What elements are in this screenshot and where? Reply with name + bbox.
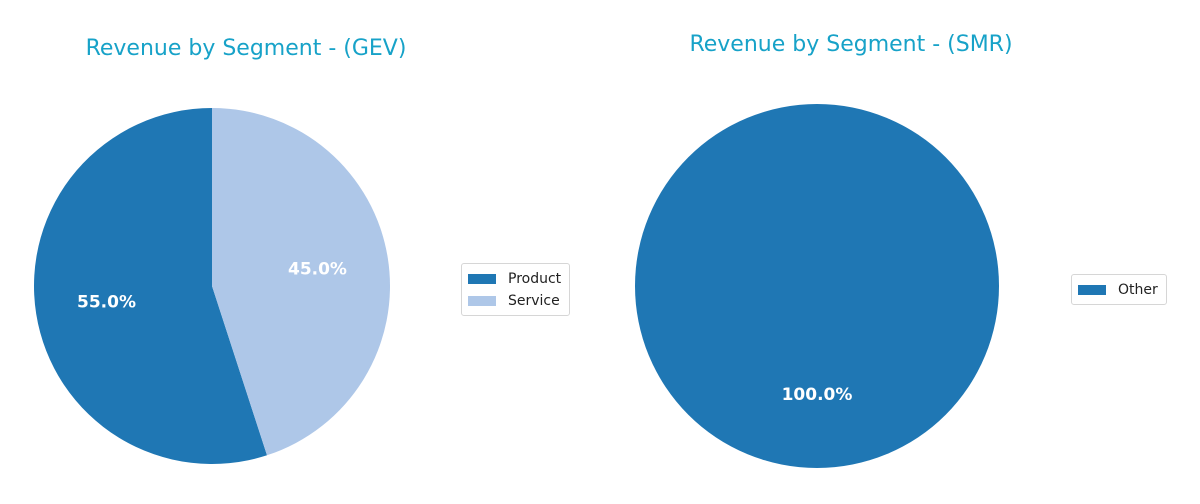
legend-label-other: Other	[1118, 282, 1158, 298]
chart-panel-gev: Revenue by Segment - (GEV) 55.0% 45.0% Pr…	[33, 36, 571, 465]
pie-chart-smr: 100.0%	[635, 104, 999, 468]
pie-label-service: 45.0%	[288, 259, 347, 279]
legend-label-product: Product	[508, 271, 562, 287]
pie-label-product: 55.0%	[77, 293, 136, 313]
legend-item-product: Product	[468, 268, 561, 290]
legend-item-service: Service	[468, 290, 561, 312]
legend-item-other: Other	[1078, 279, 1158, 301]
pie-label-other: 100.0%	[782, 385, 853, 405]
pie-slice-product	[33, 108, 268, 465]
legend-gev: Product Service	[461, 263, 571, 316]
chart-title-smr: Revenue by Segment - (SMR)	[689, 32, 1013, 57]
pie-chart-gev: 55.0% 45.0%	[33, 108, 390, 465]
legend-swatch-service	[468, 296, 496, 306]
legend-swatch-other	[1078, 285, 1106, 295]
legend-smr: Other	[1071, 274, 1167, 305]
pie-slice-other	[635, 104, 999, 468]
pie-slice-service	[212, 108, 390, 456]
legend-swatch-product	[468, 274, 496, 284]
chart-panel-smr: Revenue by Segment - (SMR) 100.0% Other	[600, 0, 1200, 504]
chart-title-gev: Revenue by Segment - (GEV)	[85, 36, 407, 61]
legend-label-service: Service	[508, 293, 560, 309]
